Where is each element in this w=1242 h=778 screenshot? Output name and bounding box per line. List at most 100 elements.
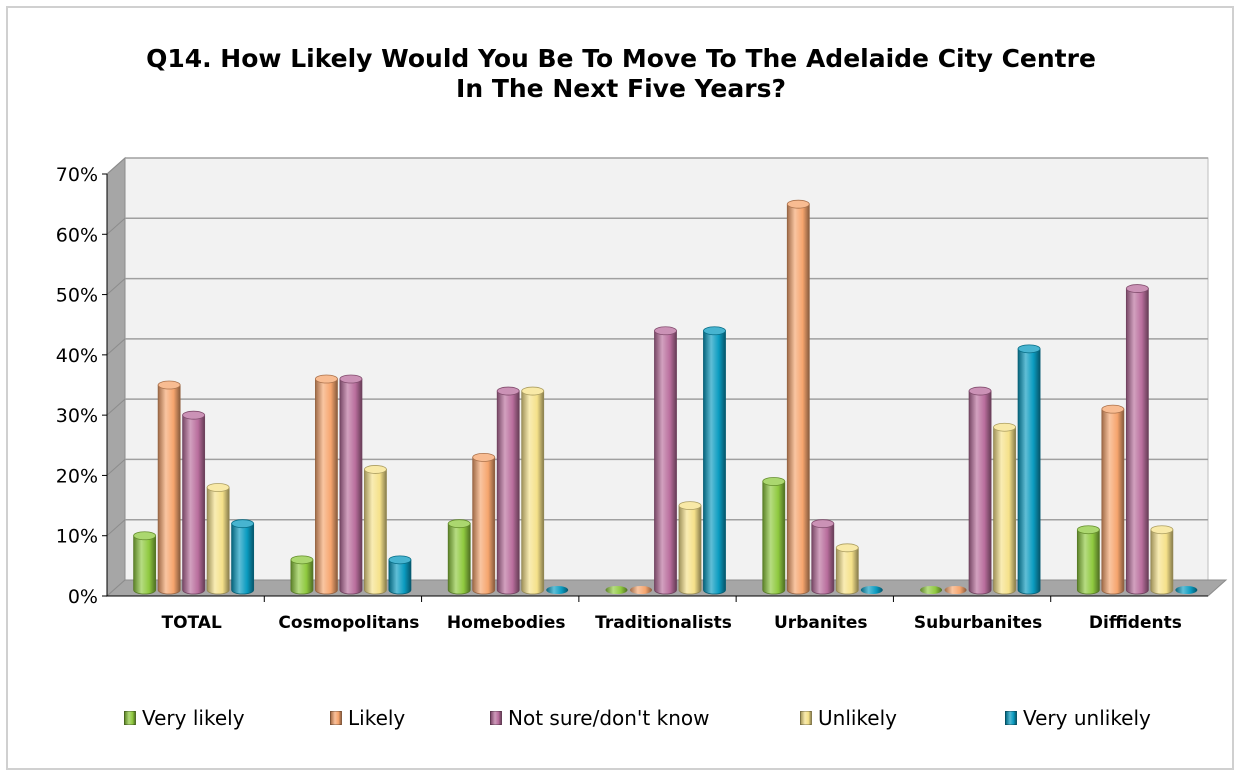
legend-item: Very likely: [124, 706, 245, 730]
bar: [1175, 586, 1198, 594]
bar-top: [521, 386, 545, 396]
bar-top: [1076, 525, 1100, 535]
bar-body: [993, 426, 1016, 595]
bar: [133, 531, 157, 595]
bar: [762, 477, 786, 595]
bar-top: [206, 483, 230, 492]
bar: [1125, 284, 1149, 595]
legend-swatch: [124, 711, 136, 725]
bar-body: [968, 390, 992, 595]
bar: [447, 519, 471, 595]
bar: [496, 386, 520, 595]
bar-top: [993, 422, 1016, 432]
legend-label: Unlikely: [818, 706, 897, 730]
gridline-side: [106, 338, 126, 356]
legend-label: Very likely: [142, 706, 245, 730]
bar: [605, 586, 628, 594]
y-tick-label: 0%: [68, 586, 98, 608]
bar-top: [231, 519, 255, 529]
gridline-side: [106, 157, 126, 175]
bar-body: [472, 456, 496, 595]
gridline-side: [106, 459, 126, 476]
bar: [811, 519, 835, 595]
legend-item: Not sure/don't know: [490, 706, 709, 730]
bar-base: [1175, 586, 1198, 594]
bar-body: [703, 330, 726, 595]
bar-body: [157, 384, 181, 595]
bar: [290, 555, 314, 595]
bar: [182, 410, 206, 595]
bar-body: [835, 547, 859, 595]
bar-body: [388, 559, 412, 595]
bar-top: [133, 531, 157, 541]
legend-swatch: [330, 711, 342, 725]
bar-top: [1150, 525, 1174, 535]
y-tick-label: 60%: [56, 224, 98, 246]
bar-top: [1101, 404, 1125, 414]
gridline-side: [106, 519, 126, 537]
bar: [546, 586, 569, 594]
legend-swatch: [490, 711, 502, 725]
bar-top: [315, 374, 338, 384]
bar-top: [339, 374, 363, 384]
bar-top: [762, 477, 786, 486]
bar-base: [546, 586, 569, 594]
x-tick-label: TOTAL: [161, 613, 221, 633]
bar: [835, 543, 859, 595]
bar-body: [1076, 529, 1100, 595]
bar-body: [1150, 529, 1174, 595]
legend-swatch: [800, 711, 812, 725]
x-tick-label: Traditionalists: [595, 613, 732, 633]
bar-body: [133, 535, 157, 595]
legend-swatch: [1005, 711, 1017, 725]
bar-body: [182, 414, 206, 595]
chart-legend: Very likely Likely Not sure/don't know Unli…: [0, 706, 1242, 742]
y-tick-label: 10%: [56, 526, 98, 548]
bar-top: [388, 555, 412, 565]
x-tick-label: Cosmopolitans: [278, 613, 419, 633]
bar-body: [290, 559, 314, 595]
bar-top: [835, 543, 859, 553]
y-tick-label: 20%: [56, 465, 98, 487]
bar-body: [786, 203, 810, 595]
bar: [231, 519, 255, 595]
bar: [1150, 525, 1174, 595]
bar-body: [364, 469, 387, 595]
bar-base: [860, 586, 883, 594]
bar: [786, 199, 810, 595]
bar-base: [605, 586, 628, 594]
bar-base: [944, 586, 967, 594]
x-tick-label: Homebodies: [447, 613, 566, 633]
bar: [703, 326, 726, 595]
bar: [157, 380, 181, 595]
bar: [1101, 404, 1125, 595]
bar: [944, 586, 967, 594]
bar-body: [496, 390, 520, 595]
bar: [993, 422, 1016, 595]
legend-item: Likely: [330, 706, 405, 730]
bar-top: [364, 465, 387, 474]
chart-bars: [133, 199, 1198, 595]
bar-top: [811, 519, 835, 529]
bar: [654, 326, 677, 595]
y-tick-label: 70%: [56, 164, 98, 186]
bar: [1076, 525, 1100, 595]
bar-top: [1017, 344, 1041, 354]
bar-body: [654, 330, 677, 595]
bar-body: [206, 487, 230, 595]
bar-body: [339, 378, 363, 595]
bar-body: [1101, 408, 1125, 595]
bar-body: [762, 481, 786, 595]
bar: [920, 586, 943, 594]
bar: [678, 501, 702, 595]
bar: [388, 555, 412, 595]
bar-body: [315, 378, 338, 595]
x-tick-label: Suburbanites: [914, 613, 1042, 633]
bar: [206, 483, 230, 595]
bar-body: [1017, 348, 1041, 595]
bar-top: [654, 326, 677, 336]
bar-base: [630, 586, 652, 594]
bar: [364, 465, 387, 595]
bar-top: [703, 326, 726, 336]
